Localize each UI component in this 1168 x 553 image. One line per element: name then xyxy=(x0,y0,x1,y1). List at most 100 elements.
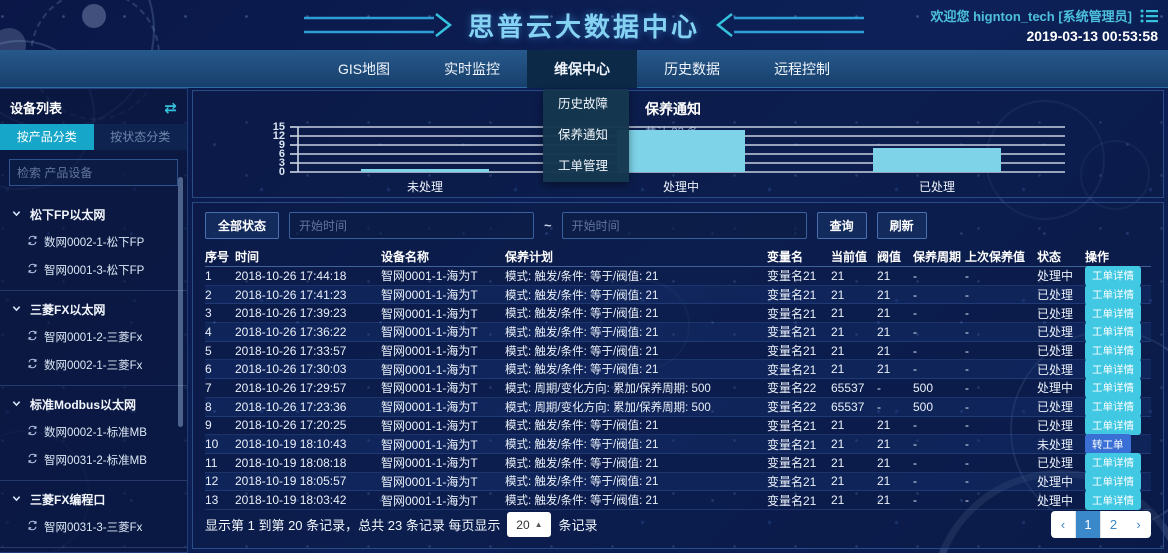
table-row: 13 2018-10-19 18:03:42 智网0001-1-海为T 模式: 触发/… xyxy=(205,490,1151,511)
cell-current: 21 xyxy=(831,287,845,302)
nav-item-0[interactable]: GIS地图 xyxy=(337,61,391,77)
cell-status: 已处理 xyxy=(1037,456,1074,471)
device-icon xyxy=(27,261,38,279)
sidebar-tab-0[interactable]: 按产品分类 xyxy=(0,124,94,150)
dropdown-item-2[interactable]: 工单管理 xyxy=(558,159,609,173)
sidebar-scrollbar[interactable] xyxy=(178,177,183,427)
nav-item-3[interactable]: 历史数据 xyxy=(664,61,721,77)
device-group-header[interactable]: 三菱FX编程口 xyxy=(0,485,187,513)
device-group-header[interactable]: 松下FP以太网 xyxy=(0,200,187,228)
order-detail-button[interactable]: 工单详情 xyxy=(1085,321,1141,342)
gridline xyxy=(297,126,1065,128)
cell-status: 已处理 xyxy=(1037,400,1074,415)
device-item[interactable]: 数网0002-1-松下FP xyxy=(0,228,187,256)
page-button-1[interactable]: 1 xyxy=(1076,511,1101,538)
cell-last: - xyxy=(965,324,969,339)
order-detail-button[interactable]: 工单详情 xyxy=(1085,415,1141,436)
device-item[interactable]: 智网0001-3-松下FP xyxy=(0,256,187,284)
cell-device: 智网0001-1-海为T xyxy=(381,418,478,433)
prev-page-button[interactable]: ‹ xyxy=(1051,511,1076,538)
device-item-label: 数网0002-1-标准MB xyxy=(44,427,147,439)
axis-tick xyxy=(290,171,297,173)
page-button-2[interactable]: 2 xyxy=(1109,517,1118,532)
cell-last: - xyxy=(965,268,969,283)
nav-item-1[interactable]: 实时监控 xyxy=(444,61,501,77)
device-group-header[interactable]: 标准Modbus以太网 xyxy=(0,390,187,418)
order-detail-button[interactable]: 工单详情 xyxy=(1085,303,1141,324)
cell-last: - xyxy=(965,306,969,321)
device-group: 松下FP以太网 数网0002-1-松下FP 智网0001-3-松下FP xyxy=(0,196,187,291)
status-filter-button[interactable]: 全部状态 xyxy=(205,212,280,239)
device-group-header[interactable]: 三菱FX以太网 xyxy=(0,295,187,323)
table-row: 3 2018-10-26 17:39:23 智网0001-1-海为T 模式: 触发/条… xyxy=(205,303,1151,324)
cell-threshold: 21 xyxy=(877,418,891,433)
nav-item-2[interactable]: 维保中心 xyxy=(527,50,638,88)
cell-action: 工单详情 xyxy=(1085,265,1151,286)
start-time-input[interactable] xyxy=(289,212,535,239)
cell-current: 21 xyxy=(831,343,845,358)
table-row: 4 2018-10-26 17:36:22 智网0001-1-海为T 模式: 触发/条… xyxy=(205,321,1151,342)
dropdown-item-1[interactable]: 保养通知 xyxy=(558,128,609,142)
nav-item-4[interactable]: 远程控制 xyxy=(774,61,831,77)
y-tick-label: 3 xyxy=(278,157,285,169)
summary-suffix: 条记录 xyxy=(558,518,598,533)
table-row: 6 2018-10-26 17:30:03 智网0001-1-海为T 模式: 触发/条… xyxy=(205,359,1151,380)
device-icon xyxy=(27,328,38,346)
refresh-button[interactable]: 刷新 xyxy=(876,212,927,239)
order-detail-button[interactable]: 工单详情 xyxy=(1085,359,1141,380)
query-button[interactable]: 查询 xyxy=(816,212,867,239)
cell-time: 2018-10-26 17:23:36 xyxy=(235,399,347,414)
device-group-label: 三菱FX以太网 xyxy=(30,302,106,317)
chart-bar[interactable] xyxy=(617,130,745,172)
order-detail-button[interactable]: 工单详情 xyxy=(1085,396,1141,417)
axis-tick xyxy=(290,144,297,146)
cell-action: 工单详情 xyxy=(1085,340,1151,361)
cell-plan: 模式: 触发/条件: 等于/阀值: 21 xyxy=(505,345,659,358)
sidebar-tab-1[interactable]: 按状态分类 xyxy=(93,124,187,150)
sidebar-tabs: 按产品分类 按状态分类 xyxy=(0,124,187,150)
cell-no: 1 xyxy=(205,268,212,283)
order-detail-button[interactable]: 工单详情 xyxy=(1085,471,1141,492)
cell-status: 已处理 xyxy=(1037,344,1074,359)
order-detail-button[interactable]: 工单详情 xyxy=(1085,377,1141,398)
bar-slot xyxy=(809,127,1065,172)
device-search-input[interactable] xyxy=(17,165,172,180)
device-item[interactable]: 智网0001-2-三菱Fx xyxy=(0,323,187,351)
cell-plan: 模式: 触发/条件: 等于/阀值: 21 xyxy=(505,326,659,339)
order-detail-button[interactable]: 工单详情 xyxy=(1085,490,1141,511)
column-header-status: 状态 xyxy=(1037,249,1062,264)
device-item[interactable]: 数网0002-1-标准MB xyxy=(0,418,187,446)
order-detail-button[interactable]: 工单详情 xyxy=(1085,265,1141,286)
summary-prefix: 显示第 1 到第 20 条记录，总共 23 条记录 每页显示 xyxy=(205,518,501,533)
device-item[interactable]: 智网0031-3-三菱Fx xyxy=(0,513,187,541)
order-detail-button[interactable]: 工单详情 xyxy=(1085,452,1141,473)
chart-bar[interactable] xyxy=(873,148,1001,172)
cell-plan: 模式: 触发/条件: 等于/阀值: 21 xyxy=(505,457,659,470)
transfer-order-button[interactable]: 转工单 xyxy=(1085,434,1131,455)
cell-device: 智网0001-1-海为T xyxy=(381,288,478,303)
cell-status: 处理中 xyxy=(1037,269,1074,284)
device-group-label: 标准Modbus以太网 xyxy=(30,397,136,412)
page-size-select[interactable]: 20 ▲ xyxy=(507,512,552,537)
order-detail-button[interactable]: 工单详情 xyxy=(1085,340,1141,361)
next-page-button[interactable]: › xyxy=(1136,517,1141,532)
menu-list-icon[interactable] xyxy=(1140,9,1158,23)
cell-device: 智网0001-1-海为T xyxy=(381,362,478,377)
sidebar-title: 设备列表 xyxy=(10,101,63,116)
column-header-cycle: 保养周期 xyxy=(913,249,962,264)
chart-bar[interactable] xyxy=(361,169,489,172)
cell-device: 智网0001-1-海为T xyxy=(381,437,478,452)
device-item[interactable]: 智网0031-2-标准MB xyxy=(0,446,187,474)
order-detail-button[interactable]: 工单详情 xyxy=(1085,284,1141,305)
swap-icon[interactable]: ⇄ xyxy=(164,99,177,117)
caret-up-icon: ▲ xyxy=(534,520,543,529)
table-row: 12 2018-10-19 18:05:57 智网0001-1-海为T 模式: 触发/… xyxy=(205,471,1151,492)
device-item[interactable]: 数网0002-1-三菱Fx xyxy=(0,351,187,379)
dropdown-item-0[interactable]: 历史故障 xyxy=(558,97,609,111)
app-header: 思普云大数据中心 欢迎您 hignton_tech [系统管理员] 2019-0… xyxy=(0,0,1168,50)
end-time-input[interactable] xyxy=(561,212,807,239)
table-row: 10 2018-10-19 18:10:43 智网0001-1-海为T 模式: 触发/… xyxy=(205,434,1151,455)
cell-current: 21 xyxy=(831,324,845,339)
table-row: 11 2018-10-19 18:08:18 智网0001-1-海为T 模式: 触发/… xyxy=(205,452,1151,473)
